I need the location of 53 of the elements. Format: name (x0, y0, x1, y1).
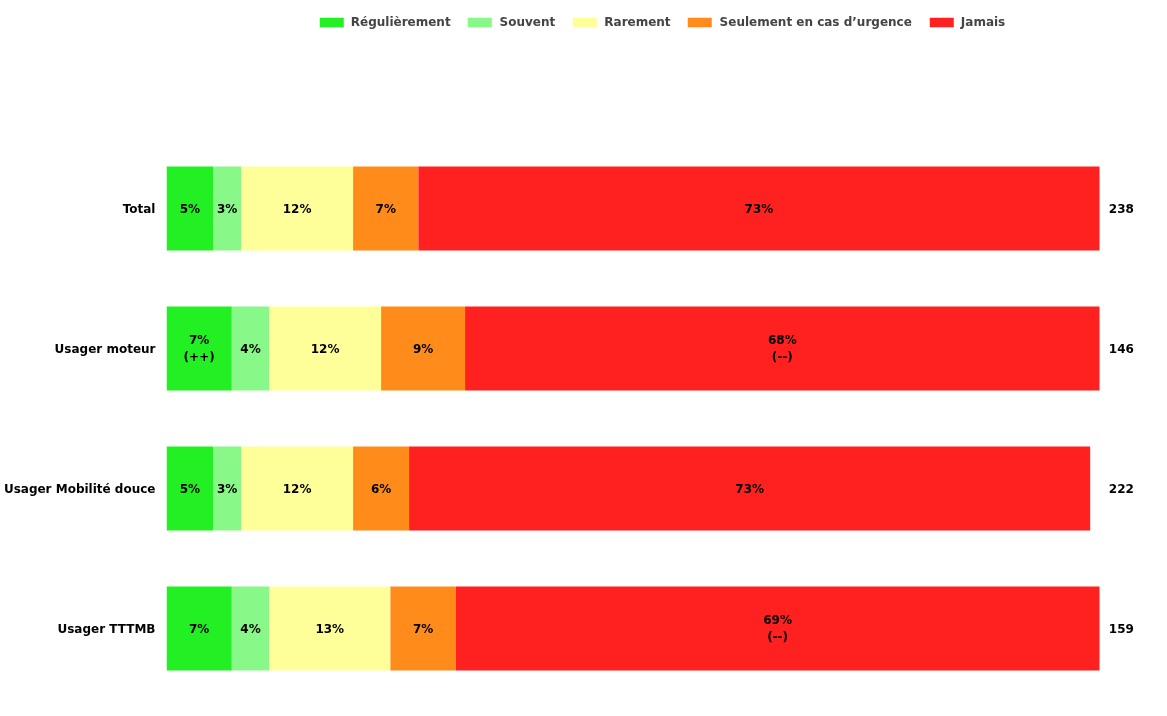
bar (418, 166, 1100, 251)
data-label: 68% (--) (767, 333, 797, 364)
data-label: 6% (370, 481, 392, 496)
data-label: 7% (++) (183, 333, 215, 364)
data-label: 5% (179, 201, 201, 216)
bar (231, 586, 270, 671)
data-label: 4% (240, 341, 261, 356)
legend-label: Souvent (499, 15, 556, 29)
data-label: 13% (315, 621, 345, 636)
data-label: 73% (744, 201, 774, 216)
legend-label: Régulièrement (350, 15, 451, 29)
bar (455, 586, 1100, 671)
legend-label: Seulement en cas d’urgence (719, 15, 912, 29)
text: 159 (1108, 622, 1134, 636)
y-tick-label: Usager moteur (54, 341, 156, 356)
bar (166, 586, 232, 671)
bar (166, 306, 232, 391)
text: 146 (1108, 342, 1134, 356)
data-label: 7% (375, 201, 396, 216)
y-tick-label: Usager TTTMB (57, 621, 156, 636)
y-tick-label: Total (122, 201, 156, 216)
data-label: 4% (240, 621, 261, 636)
data-label: 7% (412, 621, 434, 636)
data-label: 3% (216, 481, 238, 496)
data-label: 73% (735, 481, 765, 496)
bar (213, 166, 242, 251)
bar (390, 586, 456, 671)
text: 222 (1108, 482, 1134, 496)
data-label: 12% (282, 201, 312, 216)
bar (353, 166, 419, 251)
bar (241, 446, 354, 531)
y-tick-label: Usager Mobilité douce (3, 481, 156, 496)
legend-label: Rarement (604, 15, 671, 29)
data-label: 12% (282, 481, 312, 496)
data-label: 9% (412, 341, 434, 356)
legend-label: Jamais (960, 15, 1006, 29)
data-label: 69% (--) (763, 613, 792, 644)
bar (465, 306, 1100, 391)
bar (353, 446, 410, 531)
text: 238 (1108, 202, 1134, 216)
bar (213, 446, 242, 531)
data-label: 3% (216, 201, 238, 216)
bar (269, 586, 391, 671)
bar (231, 306, 270, 391)
data-label: 7% (188, 621, 210, 636)
bar (241, 166, 354, 251)
bar (381, 306, 466, 391)
bar (269, 306, 382, 391)
bar (166, 446, 214, 531)
data-label: 5% (179, 481, 201, 496)
data-label: 12% (310, 341, 340, 356)
bar (409, 446, 1091, 531)
bar (166, 166, 214, 251)
